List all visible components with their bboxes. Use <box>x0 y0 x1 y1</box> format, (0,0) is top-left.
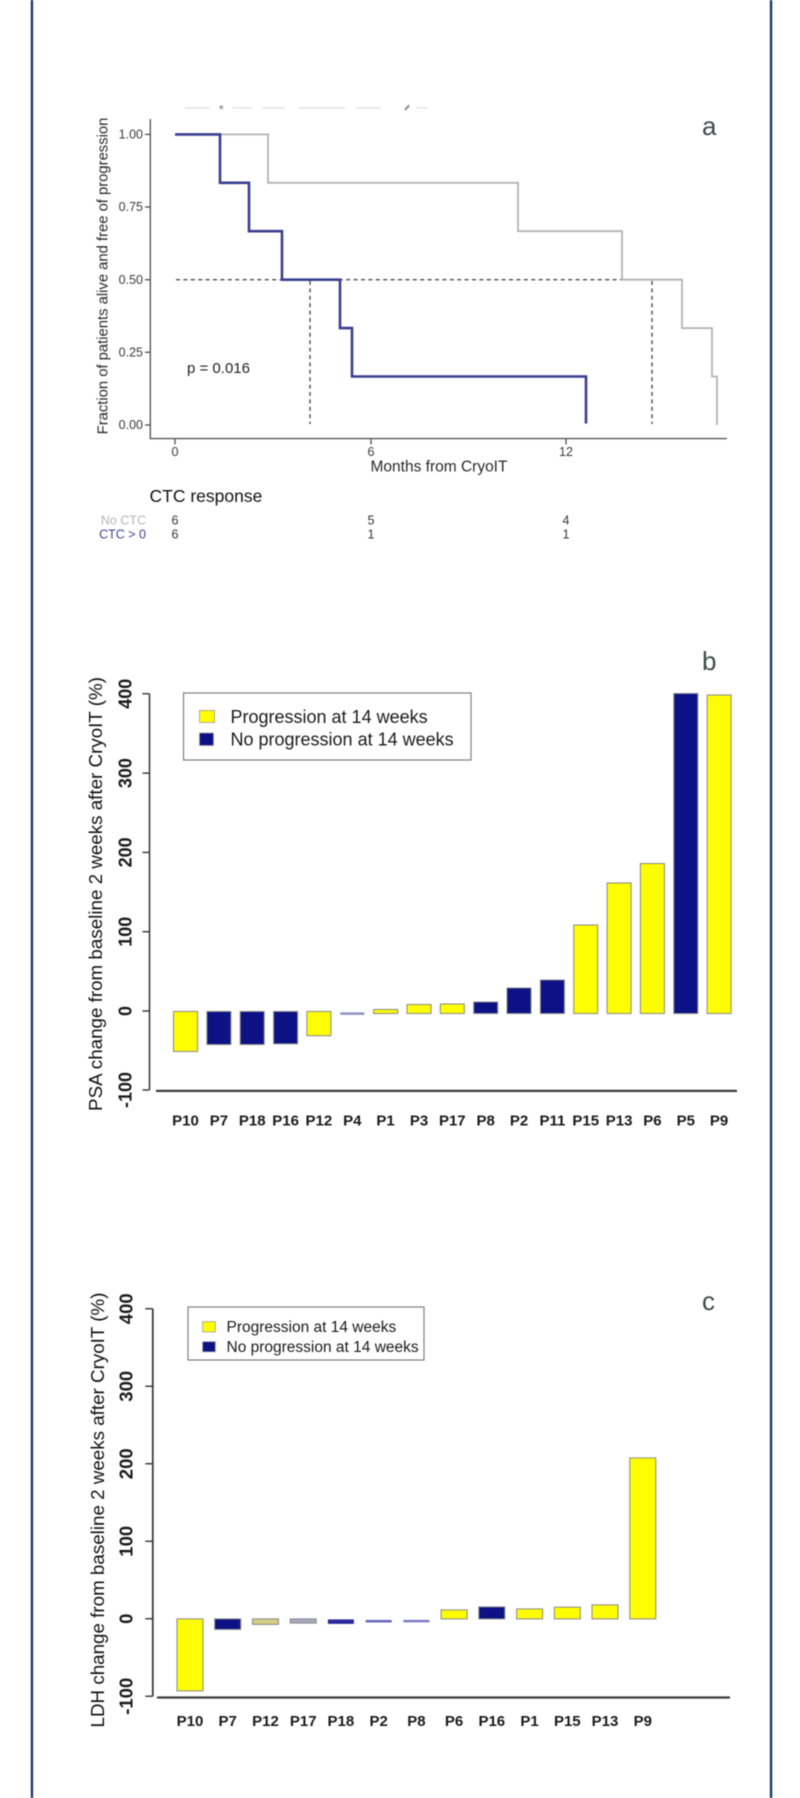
svg-text:P15: P15 <box>572 1113 599 1130</box>
svg-text:0.25: 0.25 <box>119 346 143 360</box>
svg-text:200: 200 <box>116 1448 137 1479</box>
svg-text:0.50: 0.50 <box>119 273 143 287</box>
svg-text:CTC response: CTC response <box>150 486 263 506</box>
svg-text:0: 0 <box>172 445 179 459</box>
svg-text:5: 5 <box>368 514 375 528</box>
svg-text:200: 200 <box>116 837 136 867</box>
svg-text:1: 1 <box>563 528 570 542</box>
svg-text:P11: P11 <box>539 1113 565 1130</box>
svg-text:P8: P8 <box>477 1113 495 1130</box>
svg-text:Progression at 14 weeks: Progression at 14 weeks <box>227 1319 397 1336</box>
svg-text:P16: P16 <box>272 1113 299 1130</box>
svg-text:P8: P8 <box>407 1713 425 1730</box>
svg-text:P2: P2 <box>370 1713 388 1730</box>
svg-text:6: 6 <box>368 445 375 459</box>
svg-text:P10: P10 <box>177 1713 204 1730</box>
svg-text:-100: -100 <box>116 1072 136 1108</box>
svg-text:LDH change from baseline 2 wee: LDH change from baseline 2 weeks after C… <box>87 1293 108 1728</box>
svg-text:Months from CryoIT: Months from CryoIT <box>371 459 508 476</box>
svg-text:P7: P7 <box>219 1713 237 1730</box>
svg-text:CTC > 0: CTC > 0 <box>99 528 146 542</box>
svg-text:P6: P6 <box>445 1713 463 1730</box>
svg-text:P16: P16 <box>478 1713 505 1730</box>
svg-text:P1: P1 <box>376 1113 394 1130</box>
svg-text:P4: P4 <box>343 1113 362 1130</box>
svg-text:No CTC: No CTC <box>101 514 146 528</box>
svg-text:0.75: 0.75 <box>119 200 143 214</box>
svg-text:P13: P13 <box>606 1113 633 1130</box>
svg-text:P2: P2 <box>510 1113 528 1130</box>
svg-text:p = 0.016: p = 0.016 <box>187 360 250 377</box>
svg-text:P17: P17 <box>439 1113 466 1130</box>
svg-text:P12: P12 <box>252 1713 279 1730</box>
svg-text:4: 4 <box>563 514 570 528</box>
svg-text:P10: P10 <box>172 1113 199 1130</box>
svg-text:Progression at 14 weeks: Progression at 14 weeks <box>231 707 428 727</box>
svg-text:100: 100 <box>116 917 136 947</box>
svg-text:P12: P12 <box>306 1113 333 1130</box>
svg-text:400: 400 <box>116 1293 137 1324</box>
svg-text:No progression at 14 weeks: No progression at 14 weeks <box>231 730 454 750</box>
svg-text:P18: P18 <box>328 1713 355 1730</box>
svg-text:1.00: 1.00 <box>119 128 143 142</box>
svg-text:300: 300 <box>116 1371 137 1402</box>
svg-text:0: 0 <box>116 1614 137 1624</box>
svg-text:12: 12 <box>559 445 573 459</box>
svg-text:300: 300 <box>116 758 136 788</box>
svg-text:P7: P7 <box>210 1113 228 1130</box>
svg-text:100: 100 <box>116 1526 137 1557</box>
svg-text:0: 0 <box>116 1006 136 1016</box>
svg-text:P18: P18 <box>239 1113 266 1130</box>
svg-text:P1: P1 <box>520 1713 538 1730</box>
svg-text:P3: P3 <box>410 1113 428 1130</box>
svg-text:Fraction of patients alive and: Fraction of patients alive and free of p… <box>96 118 112 435</box>
svg-text:400: 400 <box>116 679 136 709</box>
svg-text:6: 6 <box>172 528 179 542</box>
svg-text:PSA change from baseline 2 wee: PSA change from baseline 2 weeks after C… <box>85 677 106 1111</box>
svg-text:6: 6 <box>172 514 179 528</box>
svg-text:b: b <box>702 646 716 676</box>
svg-text:a: a <box>702 111 717 141</box>
svg-text:P15: P15 <box>554 1713 581 1730</box>
svg-text:P5: P5 <box>677 1113 695 1130</box>
svg-text:P6: P6 <box>643 1113 661 1130</box>
svg-text:c: c <box>702 1286 715 1316</box>
svg-text:P13: P13 <box>592 1713 619 1730</box>
svg-text:-100: -100 <box>116 1678 137 1715</box>
svg-text:No progression at 14 weeks: No progression at 14 weeks <box>227 1339 419 1356</box>
svg-text:P9: P9 <box>634 1713 652 1730</box>
svg-text:1: 1 <box>368 528 375 542</box>
svg-text:P9: P9 <box>710 1113 728 1130</box>
svg-text:P17: P17 <box>290 1713 317 1730</box>
svg-text:0.00: 0.00 <box>119 418 143 432</box>
